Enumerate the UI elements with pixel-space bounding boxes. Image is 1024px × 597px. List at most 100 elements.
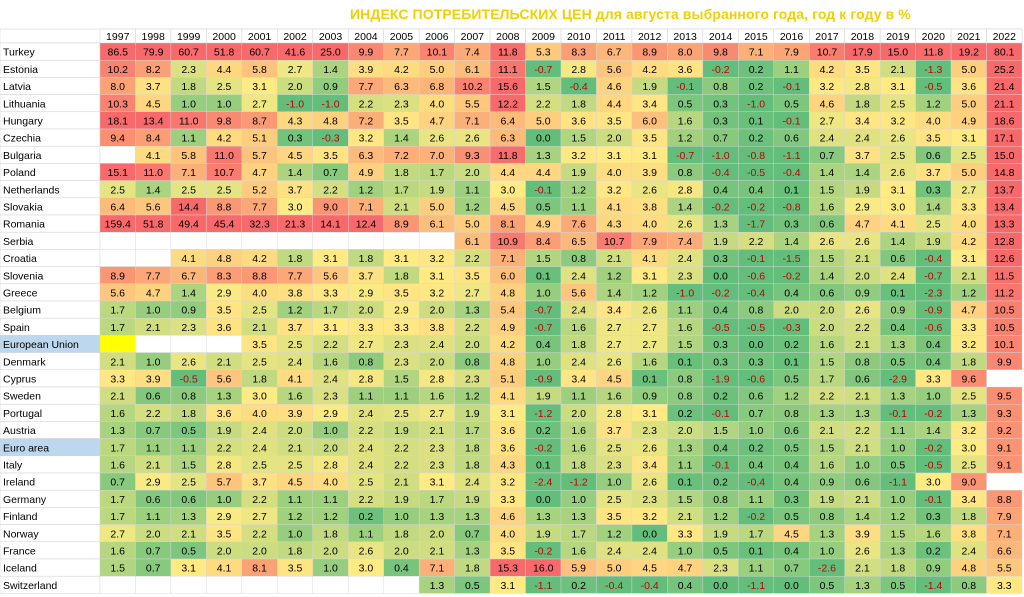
cell-value-label: 2.5 bbox=[288, 460, 303, 472]
year-tick-label: 2007 bbox=[461, 31, 485, 43]
cell-value-label: 9.2 bbox=[997, 425, 1012, 437]
cell-value-label: 1.8 bbox=[288, 253, 303, 265]
cell-value-label: 2.6 bbox=[181, 356, 196, 368]
cell-value-label: 4.3 bbox=[501, 460, 516, 472]
cell-value-label: 1.1 bbox=[571, 391, 586, 403]
cell-value-label: 1.5 bbox=[678, 494, 693, 506]
cell-value-label: -0.2 bbox=[747, 202, 765, 214]
heat-cell bbox=[986, 352, 1023, 371]
cell-value-label: 1.1 bbox=[288, 494, 303, 506]
cell-value-label: 1.7 bbox=[820, 374, 835, 386]
country-label: Croatia bbox=[3, 253, 37, 265]
cell-value-label: 0.4 bbox=[891, 322, 906, 334]
cell-value-label: 0.6 bbox=[181, 494, 196, 506]
cell-value-label: 0.9 bbox=[820, 477, 835, 489]
cell-value-label: 2.1 bbox=[394, 202, 409, 214]
cell-value-label: 4.8 bbox=[501, 288, 516, 300]
cell-value-label: 2.3 bbox=[713, 563, 728, 575]
cell-value-label: 1.8 bbox=[181, 408, 196, 420]
cell-value-label: 2.2 bbox=[465, 253, 480, 265]
cell-value-label: 1.0 bbox=[536, 288, 551, 300]
cell-value-label: 86.5 bbox=[108, 47, 129, 59]
cell-value-label: 1.6 bbox=[323, 356, 338, 368]
country-label: European Union bbox=[3, 339, 79, 351]
cell-value-label: 1.4 bbox=[926, 202, 941, 214]
cell-value-label: 0.6 bbox=[820, 219, 835, 231]
cell-value-label: 0.1 bbox=[642, 374, 657, 386]
cell-value-label: 2.1 bbox=[855, 253, 870, 265]
cell-value-label: 7.2 bbox=[394, 150, 409, 162]
cell-value-label: 4.5 bbox=[288, 477, 303, 489]
cell-value-label: 4.7 bbox=[430, 116, 445, 128]
cell-value-label: 2.7 bbox=[110, 528, 125, 540]
cell-value-label: 4.4 bbox=[501, 167, 516, 179]
cell-value-label: 1.9 bbox=[465, 494, 480, 506]
cell-value-label: 1.0 bbox=[217, 98, 232, 110]
cell-value-label: -0.4 bbox=[641, 580, 659, 592]
cell-value-label: 0.7 bbox=[323, 167, 338, 179]
cell-value-label: 6.1 bbox=[465, 64, 480, 76]
year-tick-label: 2011 bbox=[603, 31, 626, 43]
cell-value-label: 0.8 bbox=[465, 356, 480, 368]
heat-cell bbox=[986, 455, 1023, 474]
cell-value-label: 3.5 bbox=[288, 563, 303, 575]
heat-cell bbox=[206, 576, 243, 594]
cell-value-label: -0.5 bbox=[924, 81, 942, 93]
cell-value-label: 8.4 bbox=[146, 133, 161, 145]
cell-value-label: 2.8 bbox=[678, 184, 693, 196]
cell-value-label: 7.1 bbox=[997, 528, 1012, 540]
cell-value-label: 1.1 bbox=[359, 528, 374, 540]
cell-value-label: 9.3 bbox=[997, 408, 1012, 420]
cell-value-label: 1.2 bbox=[926, 98, 941, 110]
cell-value-label: 5.0 bbox=[536, 116, 551, 128]
title-bar: ИНДЕКС ПОТРЕБИТЕЛЬСКИХ ЦЕН для августа в… bbox=[0, 0, 1024, 28]
country-label: Denmark bbox=[3, 356, 46, 368]
cell-value-label: 1.2 bbox=[713, 511, 728, 523]
cell-value-label: 4.2 bbox=[820, 64, 835, 76]
country-label: Czechia bbox=[3, 133, 41, 145]
country-label: Cyprus bbox=[3, 374, 36, 386]
cell-value-label: 7.7 bbox=[394, 47, 409, 59]
cell-value-label: 0.1 bbox=[536, 460, 551, 472]
cell-value-label: 0.8 bbox=[678, 167, 693, 179]
heat-cell bbox=[383, 231, 420, 250]
cell-value-label: 0.1 bbox=[678, 356, 693, 368]
cell-value-label: 2.3 bbox=[394, 98, 409, 110]
cell-value-label: 0.7 bbox=[146, 425, 161, 437]
cell-value-label: 1.5 bbox=[891, 528, 906, 540]
cell-value-label: 5.6 bbox=[323, 270, 338, 282]
cell-value-label: 3.2 bbox=[642, 511, 657, 523]
cell-value-label: -0.1 bbox=[676, 81, 694, 93]
cell-value-label: 4.9 bbox=[359, 167, 374, 179]
cell-value-label: 0.4 bbox=[713, 184, 728, 196]
cell-value-label: 3.3 bbox=[962, 202, 977, 214]
cell-value-label: 0.1 bbox=[749, 546, 764, 558]
cell-value-label: 11.2 bbox=[994, 288, 1014, 300]
cell-value-label: 0.9 bbox=[891, 305, 906, 317]
cell-value-label: 2.0 bbox=[430, 305, 445, 317]
cell-value-label: 2.5 bbox=[181, 477, 196, 489]
cell-value-label: 11.0 bbox=[143, 167, 163, 179]
cell-value-label: 4.0 bbox=[430, 98, 445, 110]
cell-value-label: -0.4 bbox=[924, 253, 942, 265]
heat-cell bbox=[135, 231, 172, 250]
cell-value-label: -0.2 bbox=[534, 546, 552, 558]
cell-value-label: 2.7 bbox=[642, 322, 657, 334]
cell-value-label: 2.0 bbox=[571, 408, 586, 420]
cell-value-label: 4.7 bbox=[962, 305, 977, 317]
cell-value-label: 4.1 bbox=[642, 253, 657, 265]
cell-value-label: 0.8 bbox=[678, 391, 693, 403]
cell-value-label: 1.5 bbox=[536, 253, 551, 265]
cell-value-label: 14.8 bbox=[994, 167, 1015, 179]
cell-value-label: 1.9 bbox=[536, 391, 551, 403]
cell-value-label: 0.3 bbox=[926, 511, 941, 523]
cell-value-label: -0.7 bbox=[534, 305, 552, 317]
heat-cell bbox=[241, 576, 278, 594]
cell-value-label: 2.6 bbox=[642, 305, 657, 317]
cell-value-label: 10.7 bbox=[817, 47, 838, 59]
cell-value-label: 3.5 bbox=[501, 546, 516, 558]
cell-value-label: 8.2 bbox=[146, 64, 161, 76]
cell-value-label: 2.0 bbox=[430, 356, 445, 368]
cell-value-label: 2.7 bbox=[607, 339, 622, 351]
cell-value-label: 3.4 bbox=[642, 460, 657, 472]
